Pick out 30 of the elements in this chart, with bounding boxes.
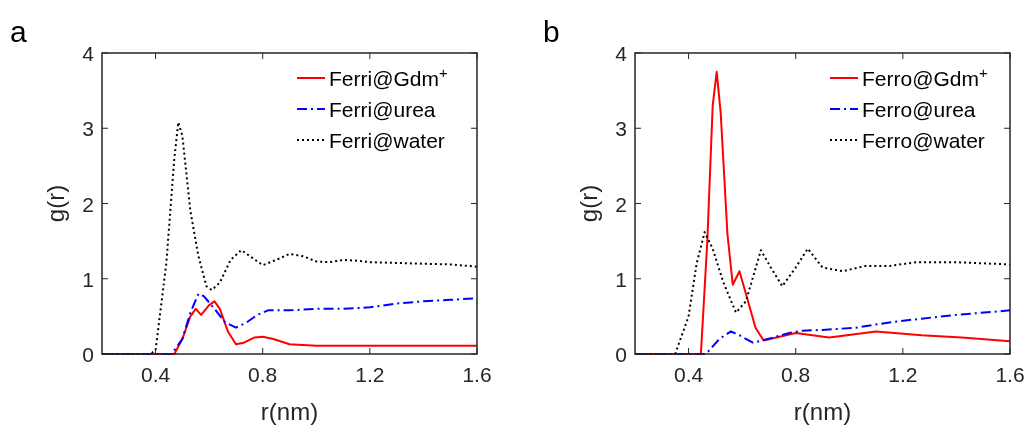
x-tick-label: 1.6 bbox=[995, 363, 1025, 386]
y-tick-label: 0 bbox=[82, 343, 94, 366]
y-tick-label: 4 bbox=[82, 42, 95, 65]
y-tick-label: 1 bbox=[82, 267, 94, 291]
y-tick-label: 0 bbox=[615, 343, 627, 366]
y-tick-label: 3 bbox=[615, 117, 627, 141]
y-axis-title: g(r) bbox=[575, 184, 602, 223]
legend-label: Ferro@urea bbox=[862, 98, 976, 121]
x-tick-label: 0.8 bbox=[248, 363, 278, 386]
chart-title: b bbox=[543, 15, 560, 48]
legend-label: Ferri@Gdm$^{+}$ bbox=[329, 65, 448, 90]
legend-label: Ferri@urea bbox=[329, 98, 436, 121]
chart-title: a bbox=[10, 15, 27, 48]
y-tick-label: 1 bbox=[615, 267, 627, 291]
x-axis-title: r(nm) bbox=[793, 398, 852, 425]
x-tick-label: 0.4 bbox=[140, 363, 171, 386]
y-tick-label: 3 bbox=[82, 117, 94, 141]
legend-label: Ferro@water bbox=[862, 129, 985, 152]
y-tick-label: 4 bbox=[615, 42, 628, 65]
x-tick-label: 1.2 bbox=[888, 363, 918, 386]
x-tick-label: 0.4 bbox=[673, 363, 704, 386]
y-axis-title: g(r) bbox=[42, 184, 69, 223]
legend-label: Ferri@water bbox=[329, 129, 445, 152]
x-tick-label: 0.8 bbox=[781, 363, 811, 386]
x-tick-label: 1.6 bbox=[462, 363, 492, 386]
legend-label: Ferro@Gdm$^{+}$ bbox=[862, 65, 988, 90]
y-tick-label: 2 bbox=[615, 192, 627, 216]
x-tick-label: 1.2 bbox=[355, 363, 385, 386]
x-axis-title: r(nm) bbox=[260, 398, 319, 425]
y-tick-label: 2 bbox=[82, 192, 94, 216]
